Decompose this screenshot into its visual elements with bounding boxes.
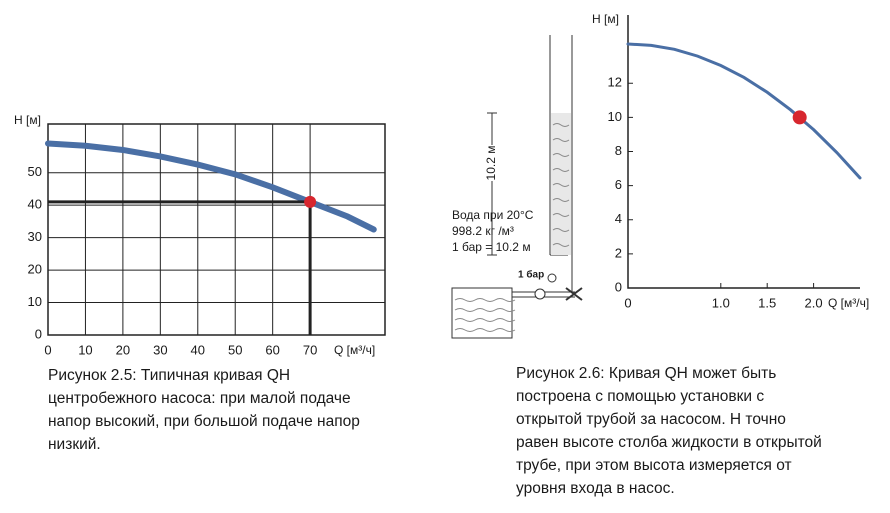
y-tick-label: 8 [615, 143, 622, 158]
y-tick-label: 12 [608, 75, 622, 90]
y-tick-label: 40 [28, 197, 42, 212]
caption-line: равен высоте столба жидкости в открытой [516, 434, 822, 451]
caption-line: Рисунок 2.6: Кривая QH может быть [516, 365, 776, 382]
y-tick-label: 10 [28, 294, 42, 309]
column-waves [552, 123, 570, 247]
caption-line: уровня входа в насос. [516, 480, 675, 497]
y-axis-label: H [м] [14, 113, 41, 127]
qh-curve [626, 42, 862, 180]
x-tick-label: 20 [116, 342, 130, 357]
y-tick-label: 30 [28, 229, 42, 244]
x-tick-label: 2.0 [805, 295, 823, 310]
density-label: 998.2 кг /м³ [452, 224, 514, 238]
x-tick-label: 1.0 [712, 295, 730, 310]
axes [47, 123, 386, 336]
pump [534, 288, 546, 300]
y-tick-label: 2 [615, 245, 622, 260]
gauge [547, 273, 557, 283]
water-column [551, 113, 571, 255]
y-tick-label: 6 [615, 177, 622, 192]
y-tick-label: 4 [615, 211, 622, 226]
x-tick-label: 0 [624, 295, 631, 310]
valve [565, 287, 583, 301]
x-tick-label: 0 [44, 342, 51, 357]
caption-line: построена с помощью установки с [516, 388, 764, 405]
caption-line: напор высокий, при большой подаче напор [48, 413, 360, 430]
operating-point [792, 110, 807, 125]
x-axis-label: Q [м³/ч] [828, 296, 869, 310]
y-axis-label: H [м] [592, 12, 619, 26]
caption-line: низкий. [48, 436, 101, 453]
caption-line: центробежного насоса: при малой подаче [48, 390, 351, 407]
qh-curve [45, 140, 377, 233]
conversion-label: 1 бар = 10.2 м [452, 240, 531, 254]
caption-line: трубе, при этом высота измеряется от [516, 457, 792, 474]
y-tick-label: 0 [615, 279, 622, 294]
pump-diagram [451, 35, 583, 339]
x-tick-label: 50 [228, 342, 242, 357]
caption-line: Рисунок 2.5: Типичная кривая QH [48, 367, 290, 384]
dimension-line [487, 112, 497, 256]
y-tick-label: 0 [35, 326, 42, 341]
x-tick-label: 70 [303, 342, 317, 357]
y-tick-label: 20 [28, 262, 42, 277]
water-waves [454, 298, 516, 332]
x-tick-label: 40 [191, 342, 205, 357]
x-tick-label: 60 [265, 342, 279, 357]
height-label: 10.2 м [484, 146, 498, 181]
x-tick-label: 1.5 [758, 295, 776, 310]
tank [451, 287, 513, 339]
gauge-label: 1 бар [518, 269, 544, 281]
water-label: Вода при 20°C [452, 208, 534, 222]
x-tick-label: 30 [153, 342, 167, 357]
axes [627, 15, 860, 289]
x-tick-label: 10 [78, 342, 92, 357]
x-axis-label: Q [м³/ч] [334, 343, 375, 357]
operating-point [304, 195, 317, 208]
caption-line: открытой трубой за насосом. Н точно [516, 411, 786, 428]
y-tick-label: 10 [608, 109, 622, 124]
y-tick-label: 50 [28, 164, 42, 179]
dimension-gap [484, 145, 500, 181]
